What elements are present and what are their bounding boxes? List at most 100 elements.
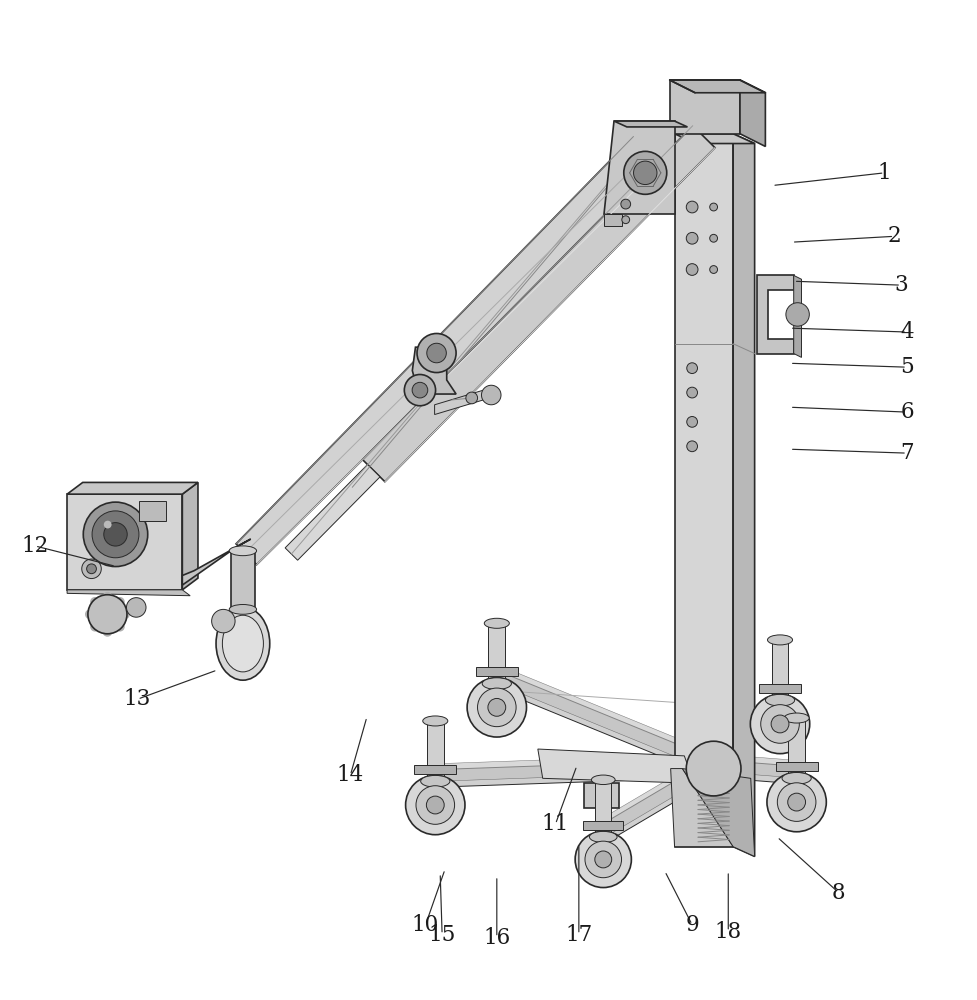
Text: 4: 4 bbox=[899, 321, 913, 343]
Ellipse shape bbox=[482, 678, 511, 689]
Text: 18: 18 bbox=[714, 921, 742, 943]
Circle shape bbox=[83, 502, 148, 567]
Circle shape bbox=[686, 264, 698, 275]
Polygon shape bbox=[682, 769, 754, 856]
Text: 1: 1 bbox=[876, 162, 890, 184]
Ellipse shape bbox=[477, 688, 516, 727]
Polygon shape bbox=[182, 539, 250, 585]
Circle shape bbox=[621, 216, 629, 224]
Circle shape bbox=[411, 382, 427, 398]
Polygon shape bbox=[67, 482, 197, 494]
Ellipse shape bbox=[467, 678, 526, 737]
Circle shape bbox=[686, 441, 697, 452]
Circle shape bbox=[686, 387, 697, 398]
Circle shape bbox=[686, 232, 698, 244]
Ellipse shape bbox=[488, 698, 505, 716]
Polygon shape bbox=[595, 780, 611, 837]
Text: 6: 6 bbox=[899, 401, 913, 423]
Polygon shape bbox=[756, 275, 793, 354]
Circle shape bbox=[686, 363, 697, 374]
Ellipse shape bbox=[222, 615, 263, 672]
Circle shape bbox=[115, 622, 125, 632]
Polygon shape bbox=[362, 126, 714, 482]
Polygon shape bbox=[670, 769, 733, 847]
Ellipse shape bbox=[782, 772, 810, 784]
Circle shape bbox=[709, 266, 717, 273]
Polygon shape bbox=[787, 718, 804, 778]
Polygon shape bbox=[438, 760, 713, 787]
Circle shape bbox=[426, 343, 446, 363]
Polygon shape bbox=[712, 760, 801, 784]
Text: 9: 9 bbox=[685, 914, 699, 936]
Polygon shape bbox=[495, 667, 716, 771]
Polygon shape bbox=[235, 136, 660, 565]
Polygon shape bbox=[669, 80, 740, 134]
Ellipse shape bbox=[229, 604, 256, 614]
Polygon shape bbox=[604, 121, 674, 214]
Circle shape bbox=[90, 597, 100, 607]
Polygon shape bbox=[139, 501, 166, 521]
Circle shape bbox=[126, 598, 146, 617]
Text: 17: 17 bbox=[565, 924, 592, 946]
Polygon shape bbox=[707, 694, 792, 775]
Polygon shape bbox=[793, 275, 801, 357]
Ellipse shape bbox=[594, 851, 611, 868]
Circle shape bbox=[120, 609, 130, 619]
Circle shape bbox=[92, 511, 139, 558]
Circle shape bbox=[404, 375, 435, 406]
Text: 8: 8 bbox=[831, 882, 844, 904]
Polygon shape bbox=[674, 134, 733, 847]
Polygon shape bbox=[740, 80, 765, 146]
Circle shape bbox=[709, 203, 717, 211]
Ellipse shape bbox=[784, 713, 808, 723]
Ellipse shape bbox=[589, 831, 616, 842]
Polygon shape bbox=[674, 134, 754, 144]
Ellipse shape bbox=[484, 618, 509, 628]
Polygon shape bbox=[182, 482, 197, 590]
Circle shape bbox=[633, 161, 657, 185]
Polygon shape bbox=[67, 590, 190, 596]
Circle shape bbox=[623, 151, 666, 194]
Ellipse shape bbox=[765, 694, 794, 706]
Ellipse shape bbox=[766, 772, 826, 832]
Polygon shape bbox=[67, 494, 182, 590]
Ellipse shape bbox=[777, 783, 815, 821]
Ellipse shape bbox=[415, 786, 454, 824]
Text: 3: 3 bbox=[893, 274, 907, 296]
Polygon shape bbox=[601, 761, 717, 840]
Ellipse shape bbox=[749, 694, 809, 754]
Text: 13: 13 bbox=[124, 688, 151, 710]
Text: 10: 10 bbox=[411, 914, 439, 936]
Polygon shape bbox=[414, 765, 455, 774]
Ellipse shape bbox=[770, 715, 788, 733]
Text: 5: 5 bbox=[899, 356, 913, 378]
Polygon shape bbox=[434, 390, 483, 415]
Polygon shape bbox=[690, 759, 737, 776]
Polygon shape bbox=[758, 684, 800, 693]
Polygon shape bbox=[669, 80, 765, 93]
Polygon shape bbox=[712, 754, 801, 778]
Ellipse shape bbox=[422, 716, 447, 726]
Text: 11: 11 bbox=[541, 813, 569, 835]
Ellipse shape bbox=[574, 831, 631, 888]
Circle shape bbox=[104, 523, 127, 546]
Polygon shape bbox=[733, 134, 754, 856]
Ellipse shape bbox=[426, 796, 444, 814]
Polygon shape bbox=[231, 551, 254, 609]
Polygon shape bbox=[427, 721, 444, 781]
Circle shape bbox=[85, 609, 95, 619]
Polygon shape bbox=[601, 755, 717, 834]
Circle shape bbox=[686, 201, 698, 213]
Circle shape bbox=[481, 385, 500, 405]
Text: 16: 16 bbox=[483, 927, 510, 949]
Ellipse shape bbox=[405, 775, 464, 835]
Circle shape bbox=[686, 416, 697, 427]
Ellipse shape bbox=[229, 546, 256, 556]
Ellipse shape bbox=[591, 775, 615, 785]
Circle shape bbox=[786, 303, 809, 326]
Polygon shape bbox=[583, 821, 622, 830]
Circle shape bbox=[90, 622, 100, 632]
Polygon shape bbox=[438, 754, 713, 781]
Circle shape bbox=[465, 392, 477, 404]
Polygon shape bbox=[698, 759, 729, 842]
